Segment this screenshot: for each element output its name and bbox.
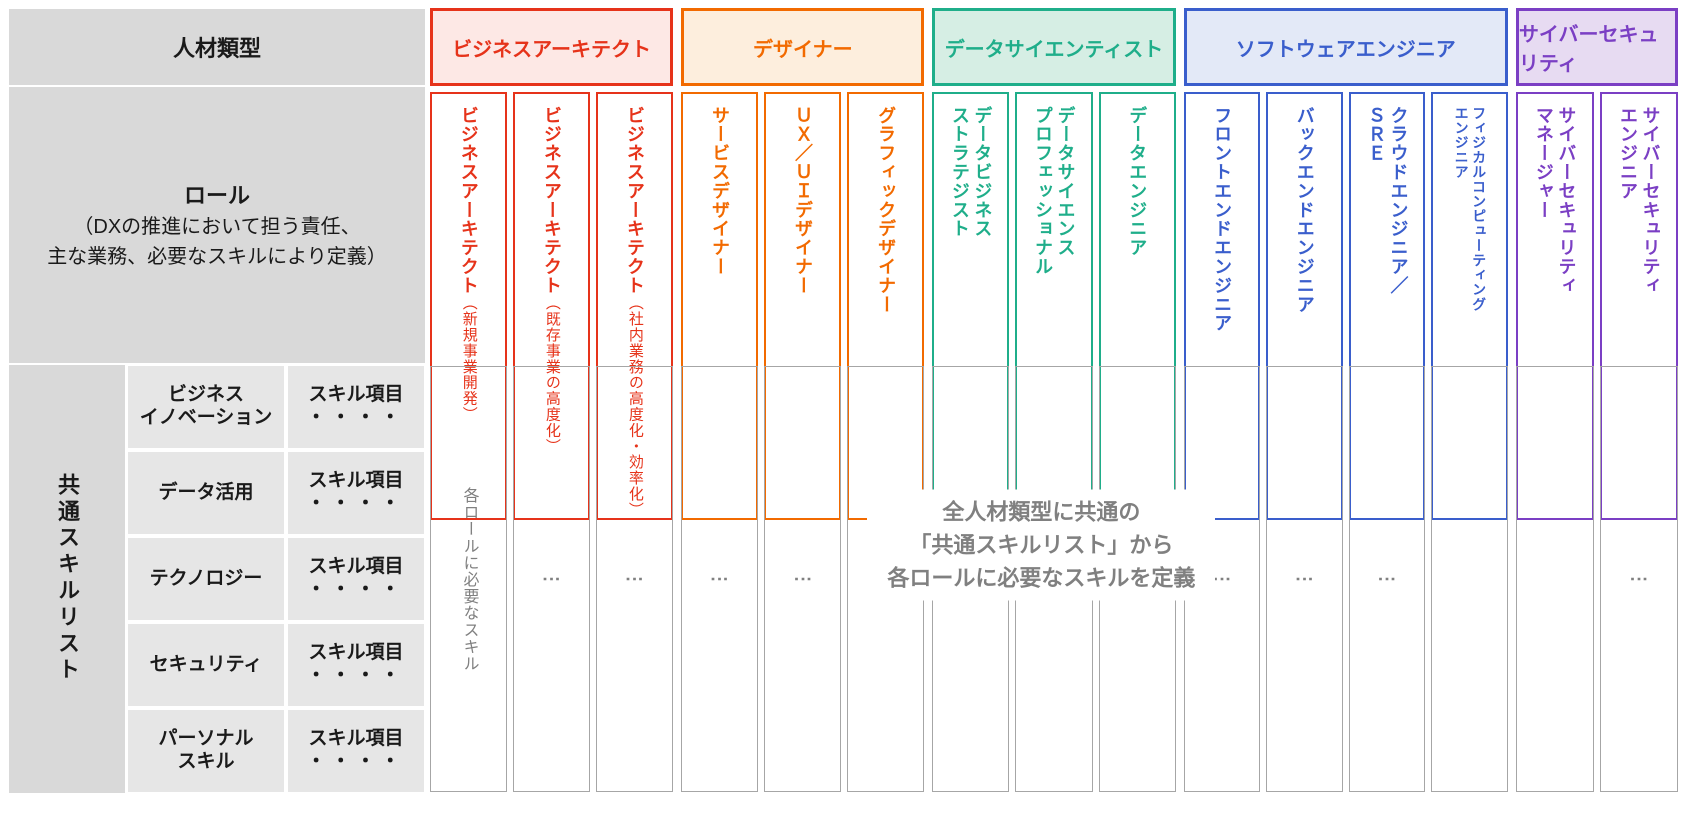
skill-category: セキュリティ (126, 622, 286, 708)
skill-category: データ活用 (126, 450, 286, 536)
skill-item: スキル項目・・・・ (286, 622, 426, 708)
skill-col (1516, 366, 1594, 792)
skill-col-group: ⋮⋮⋮ (1184, 366, 1508, 792)
role-row: ビジネスアーキテクト（新規事業開発）ビジネスアーキテクト（既存事業の高度化）ビジ… (426, 86, 1682, 364)
category-header: ソフトウェアエンジニア (1184, 8, 1508, 86)
skill-category: パーソナル スキル (126, 708, 286, 794)
skill-col: ⋮ (681, 366, 758, 792)
header-jintype: 人材類型 (8, 8, 426, 86)
skill-col: ⋮ (1266, 366, 1343, 792)
skill-col: ⋮ (513, 366, 590, 792)
skill-list-vertical-label: 共通スキルリスト (8, 364, 126, 794)
skill-col-group: ⋮ (1516, 366, 1678, 792)
skill-item: スキル項目・・・・ (286, 364, 426, 450)
category-header: サイバーセキュリティ (1516, 8, 1678, 86)
skill-col: ⋮ (596, 366, 673, 792)
category-header: データサイエンティスト (932, 8, 1175, 86)
skill-col: ⋮ (1600, 366, 1678, 792)
skill-grid: 各ロールに必要なスキル⋮⋮⋮⋮⋮⋮⋮⋮全人材類型に共通の 「共通スキルリスト」か… (426, 364, 1682, 794)
skill-col-group: 各ロールに必要なスキル⋮⋮ (430, 366, 673, 792)
skill-col: 各ロールに必要なスキル (430, 366, 507, 792)
role-subtitle: （DXの推進において担う責任、 主な業務、必要なスキルにより定義） (47, 212, 387, 272)
skill-item: スキル項目・・・・ (286, 536, 426, 622)
skill-category: テクノロジー (126, 536, 286, 622)
skill-list-left: 共通スキルリスト ビジネス イノベーションスキル項目・・・・データ活用スキル項目… (8, 364, 426, 794)
skill-col: ⋮ (764, 366, 841, 792)
skill-item: スキル項目・・・・ (286, 450, 426, 536)
skill-col: ⋮ (1349, 366, 1426, 792)
skill-category: ビジネス イノベーション (126, 364, 286, 450)
role-title: ロール (184, 179, 250, 212)
category-header: デザイナー (681, 8, 924, 86)
category-header-row: ビジネスアーキテクトデザイナーデータサイエンティストソフトウェアエンジニアサイバ… (426, 8, 1682, 86)
overlay-text: 全人材類型に共通の 「共通スキルリスト」から 各ロールに必要なスキルを定義 (867, 489, 1215, 600)
header-role: ロール （DXの推進において担う責任、 主な業務、必要なスキルにより定義） (8, 86, 426, 364)
skill-item: スキル項目・・・・ (286, 708, 426, 794)
category-header: ビジネスアーキテクト (430, 8, 673, 86)
skill-col (1431, 366, 1508, 792)
